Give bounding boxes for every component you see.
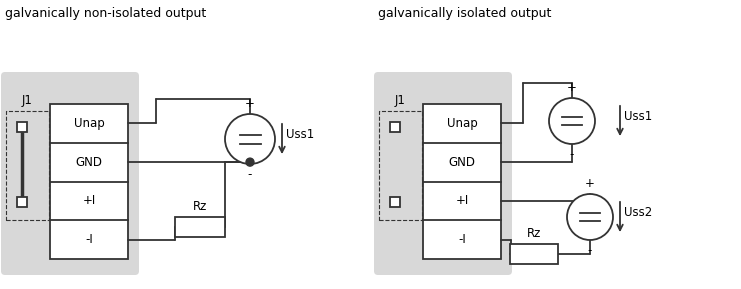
Text: GND: GND (76, 155, 102, 168)
Circle shape (567, 194, 613, 240)
Text: GND: GND (448, 155, 476, 168)
Text: +I: +I (82, 194, 96, 208)
Text: J1: J1 (395, 94, 406, 107)
Text: Rz: Rz (527, 227, 541, 240)
Text: -: - (247, 168, 252, 181)
Bar (50, 104, 128, 259)
Text: +: + (585, 177, 595, 190)
Text: galvanically non-isolated output: galvanically non-isolated output (5, 7, 206, 20)
Text: Uss2: Uss2 (624, 205, 652, 218)
Bar (17, 197, 27, 207)
Text: Uss1: Uss1 (286, 127, 314, 140)
Bar (390, 122, 400, 132)
Text: Rz: Rz (193, 200, 207, 213)
Bar (175, 217, 225, 237)
Bar (17, 122, 27, 132)
Text: -I: -I (458, 233, 466, 246)
Text: Unap: Unap (447, 117, 477, 130)
FancyBboxPatch shape (1, 72, 139, 275)
Circle shape (549, 98, 595, 144)
Text: galvanically isolated output: galvanically isolated output (378, 7, 551, 20)
Text: +: + (245, 97, 255, 110)
Circle shape (225, 114, 275, 164)
Bar (390, 197, 400, 207)
Text: +: + (567, 81, 577, 94)
Text: +I: +I (456, 194, 468, 208)
Text: -I: -I (85, 233, 93, 246)
Text: Uss1: Uss1 (624, 110, 652, 123)
Text: -: - (588, 244, 592, 257)
Text: Unap: Unap (73, 117, 104, 130)
Bar (510, 244, 558, 264)
FancyBboxPatch shape (374, 72, 512, 275)
Text: -: - (570, 148, 574, 161)
Bar (423, 104, 501, 259)
Text: J1: J1 (22, 94, 33, 107)
Circle shape (246, 158, 254, 166)
